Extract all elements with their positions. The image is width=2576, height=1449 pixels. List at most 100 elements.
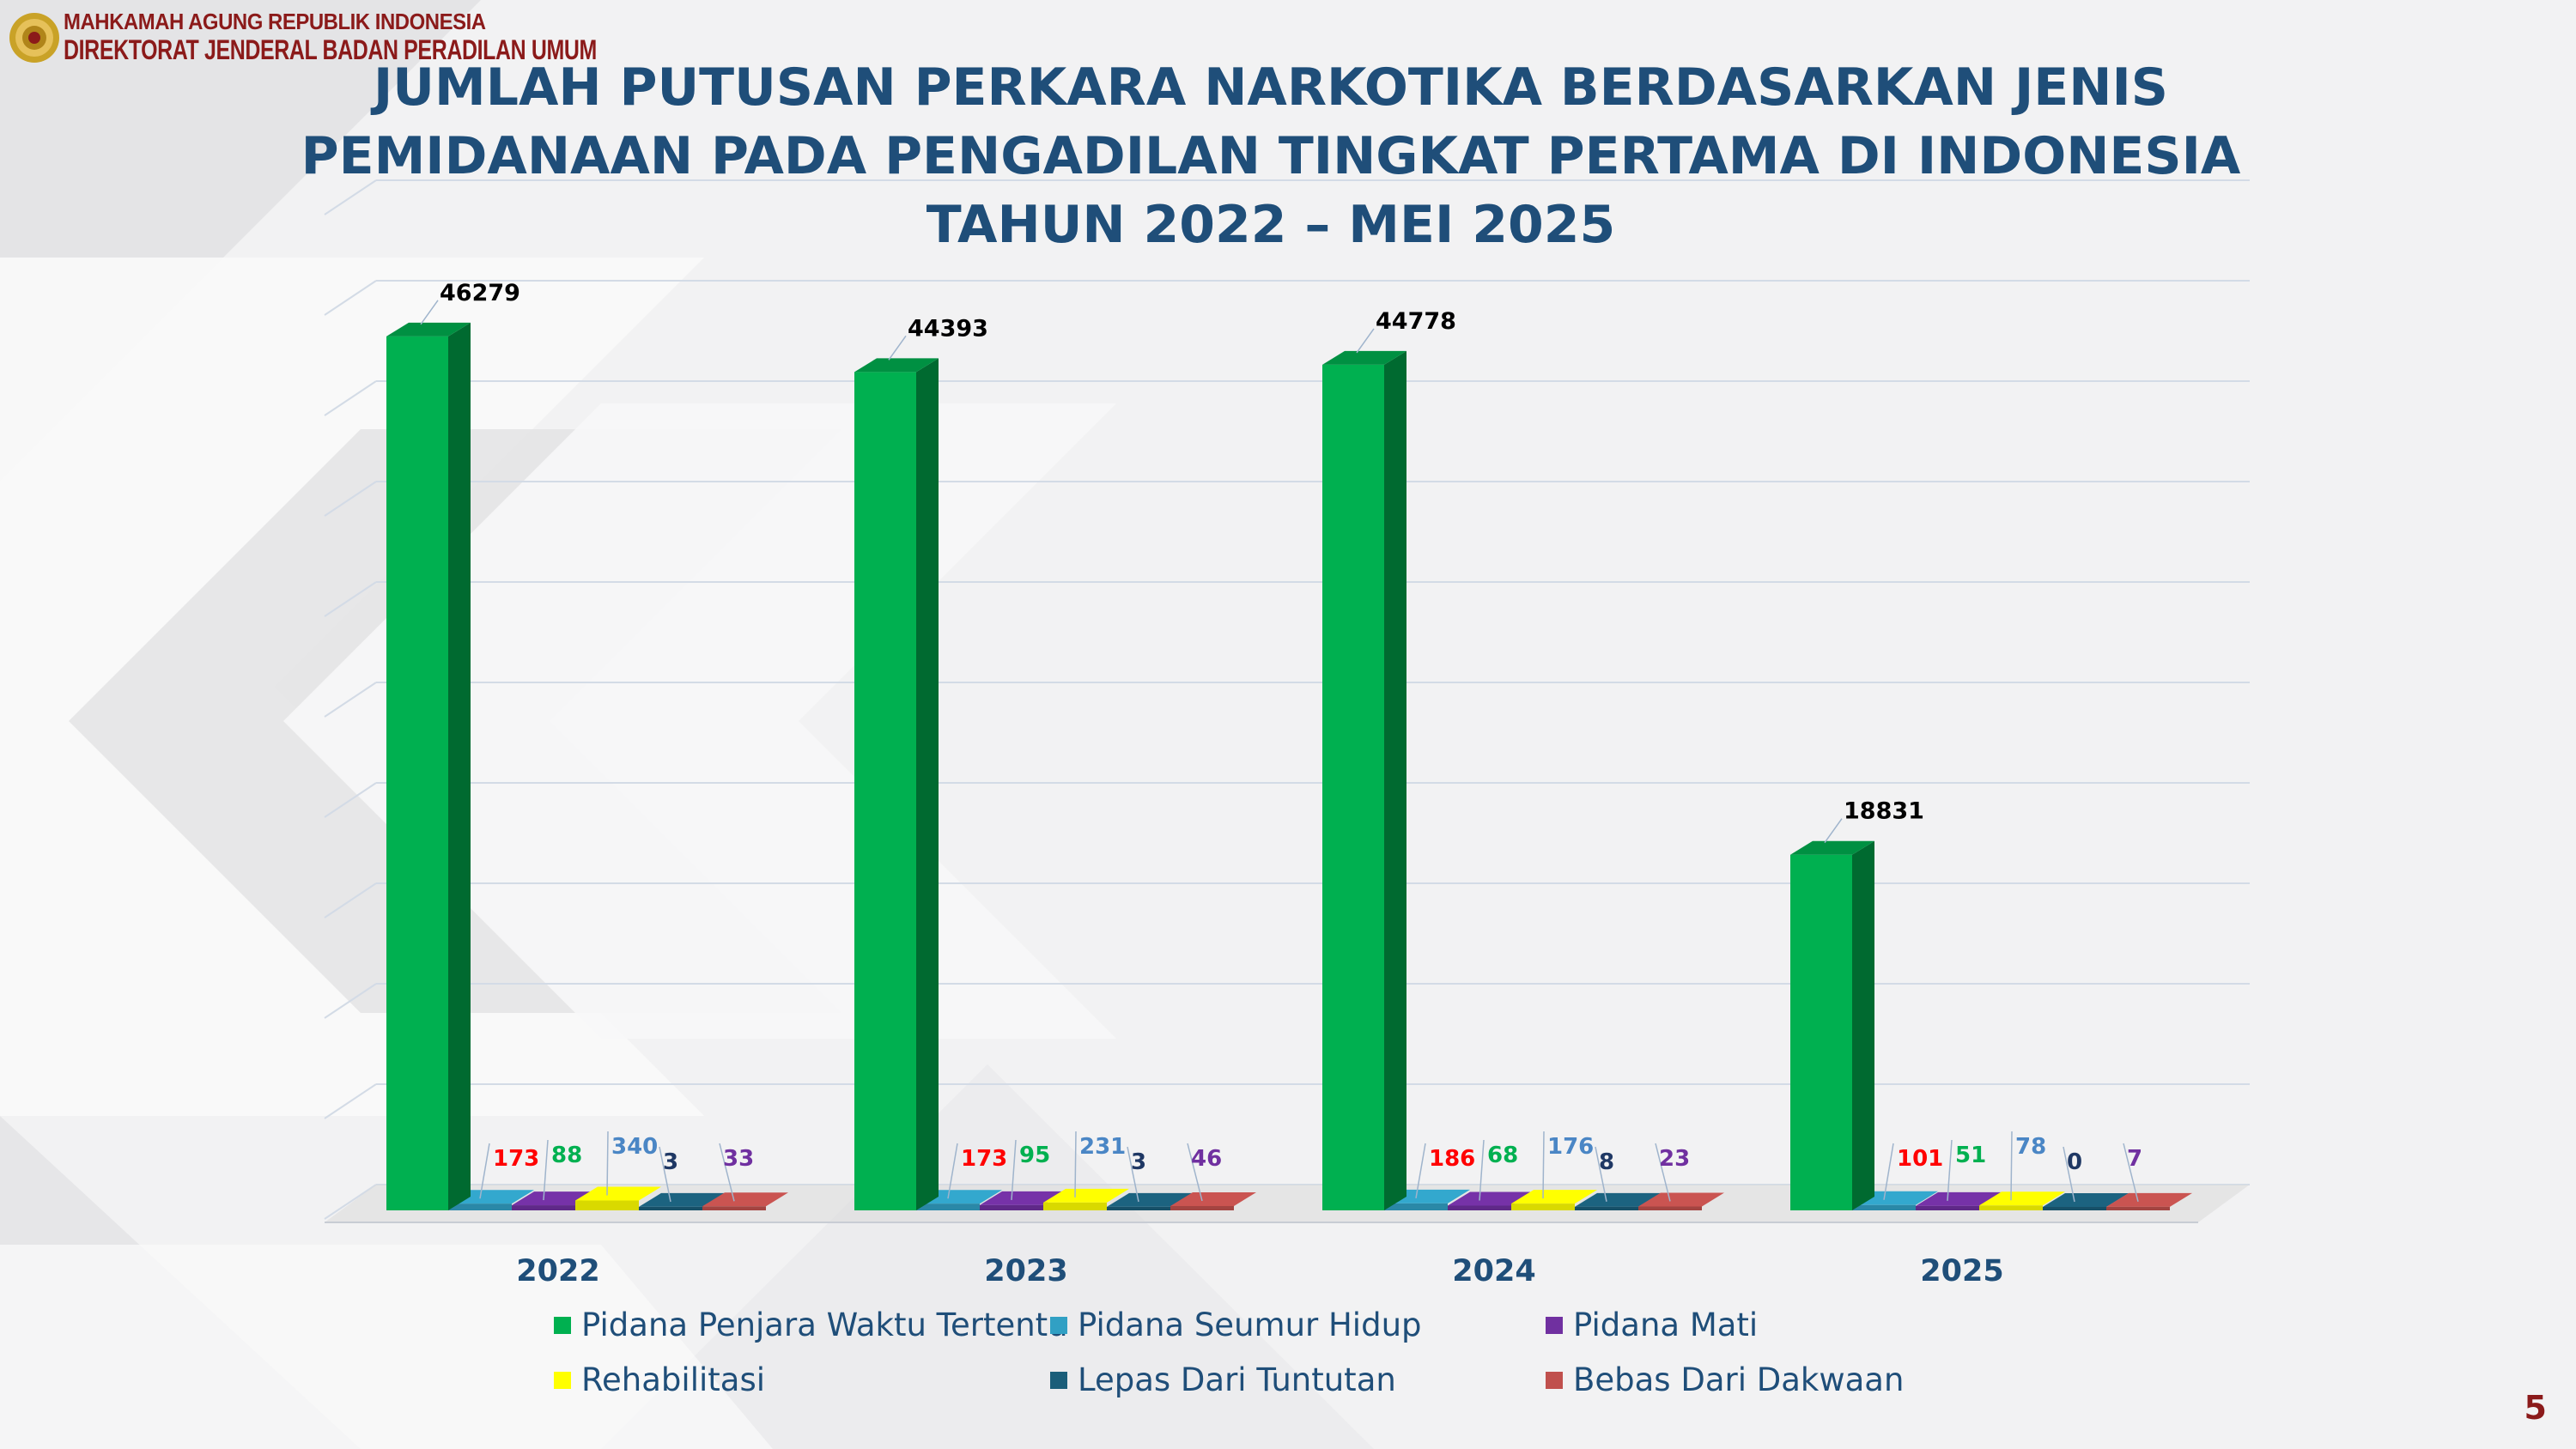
bar <box>2043 1207 2106 1210</box>
legend-swatch <box>1050 1316 1067 1334</box>
legend-swatch <box>554 1371 571 1389</box>
label-leader <box>1824 818 1843 844</box>
data-label: 173 <box>493 1146 539 1172</box>
bar-side <box>916 358 939 1210</box>
data-label: 3 <box>1131 1149 1146 1175</box>
legend-item: Pidana Seumur Hidup <box>1050 1307 1422 1343</box>
bar-side <box>1384 350 1406 1210</box>
bar <box>1638 1206 1702 1210</box>
bar-top <box>1511 1190 1597 1204</box>
bar-top <box>1979 1191 2065 1206</box>
bar <box>1322 364 1384 1210</box>
label-leader <box>947 1143 958 1199</box>
bar <box>1916 1205 1979 1210</box>
bar <box>1170 1205 1234 1210</box>
legend-item: Lepas Dari Tuntutan <box>1050 1361 1396 1398</box>
label-leader <box>1415 1143 1426 1199</box>
bar-top <box>386 322 471 336</box>
bar-side <box>448 322 471 1210</box>
gridline-side <box>324 782 377 818</box>
x-tick-label: 2024 <box>1452 1254 1535 1288</box>
page-number: 5 <box>2524 1389 2547 1427</box>
data-label: 78 <box>2015 1134 2046 1160</box>
data-label: 46279 <box>440 280 520 306</box>
bar <box>1384 1203 1448 1210</box>
data-label: 8 <box>1599 1149 1614 1175</box>
label-leader <box>1479 1139 1485 1201</box>
label-leader <box>1074 1131 1077 1197</box>
label-leader <box>1187 1143 1203 1202</box>
data-label: 340 <box>611 1134 658 1160</box>
label-leader <box>2063 1146 2075 1203</box>
bar-top <box>639 1192 725 1207</box>
title-line-3: TAHUN 2022 – MEI 2025 <box>926 195 1616 255</box>
bar-top <box>1916 1191 2002 1206</box>
legend-swatch <box>1546 1316 1563 1334</box>
data-label: 7 <box>2127 1146 2142 1172</box>
label-leader <box>2123 1143 2139 1203</box>
gridline-side <box>324 682 377 718</box>
legend-label: Pidana Penjara Waktu Tertentu <box>581 1307 1068 1343</box>
legend-label: Pidana Mati <box>1573 1307 1759 1343</box>
legend-swatch <box>554 1316 571 1334</box>
data-label: 231 <box>1079 1134 1126 1160</box>
x-tick-label: 2022 <box>516 1254 599 1288</box>
bar-top <box>1638 1192 1724 1207</box>
data-label: 101 <box>1897 1146 1943 1172</box>
gridline-side <box>324 481 377 517</box>
legend-label: Lepas Dari Tuntutan <box>1078 1361 1396 1398</box>
gridline-side <box>324 380 377 416</box>
bar-top <box>1448 1191 1534 1206</box>
bar-top <box>1322 350 1406 365</box>
bar <box>575 1200 639 1210</box>
data-label: 33 <box>723 1146 754 1172</box>
data-label: 88 <box>551 1143 582 1168</box>
gridline-side <box>324 179 377 215</box>
label-leader <box>2010 1131 2013 1201</box>
label-leader <box>1595 1146 1607 1202</box>
legend-item: Rehabilitasi <box>554 1361 765 1398</box>
bar-top <box>702 1192 788 1207</box>
legend-item: Pidana Mati <box>1546 1307 1758 1343</box>
label-leader <box>543 1139 549 1201</box>
bar <box>980 1204 1043 1210</box>
directorate-name: DIREKTORAT JENDERAL BADAN PERADILAN UMUM <box>64 34 597 65</box>
gridline-side <box>324 882 377 919</box>
gridline-side <box>324 983 377 1019</box>
legend-swatch <box>1546 1371 1563 1389</box>
bar <box>1979 1205 2043 1210</box>
gridline-side <box>324 1184 377 1220</box>
label-leader <box>479 1143 490 1199</box>
bar <box>2106 1206 2170 1210</box>
legend-swatch <box>1050 1371 1067 1389</box>
label-leader <box>719 1143 735 1202</box>
label-leader <box>606 1131 609 1196</box>
bar <box>448 1203 512 1210</box>
chart-floor <box>325 1185 2250 1222</box>
legend-label: Rehabilitasi <box>581 1361 765 1398</box>
label-leader <box>1655 1143 1671 1202</box>
data-label: 0 <box>2067 1149 2082 1175</box>
bar <box>702 1206 766 1210</box>
data-label: 46 <box>1191 1146 1222 1172</box>
bar-top <box>1107 1192 1193 1207</box>
bar-top <box>1170 1191 1256 1206</box>
bar-top <box>1575 1192 1661 1207</box>
label-leader <box>1127 1146 1139 1203</box>
bar <box>1790 854 1852 1210</box>
label-leader <box>888 335 907 361</box>
bar <box>1511 1203 1575 1210</box>
bar-top <box>1043 1188 1129 1203</box>
label-leader <box>1947 1139 1953 1201</box>
bar <box>1852 1204 1916 1210</box>
bar <box>1448 1205 1511 1210</box>
gridline-side <box>324 1083 377 1119</box>
bar-top <box>575 1186 661 1201</box>
bar <box>386 336 448 1210</box>
data-label: 23 <box>1659 1146 1690 1172</box>
x-tick-label: 2025 <box>1920 1254 2003 1288</box>
bar-top <box>2106 1192 2192 1207</box>
bar <box>1575 1206 1638 1210</box>
bar <box>1107 1206 1170 1210</box>
